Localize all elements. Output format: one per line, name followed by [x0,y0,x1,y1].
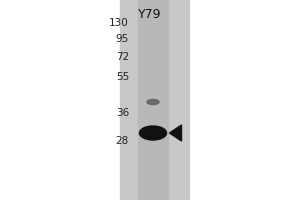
Bar [120,0,189,200]
Polygon shape [169,125,181,141]
Text: 130: 130 [109,18,129,28]
Text: 72: 72 [116,52,129,62]
Ellipse shape [140,126,166,140]
Text: 55: 55 [116,72,129,82]
Text: 28: 28 [116,136,129,146]
Text: Y79: Y79 [138,8,162,21]
Text: 36: 36 [116,108,129,118]
Ellipse shape [147,99,159,104]
Text: 95: 95 [116,34,129,44]
Bar [138,0,168,200]
